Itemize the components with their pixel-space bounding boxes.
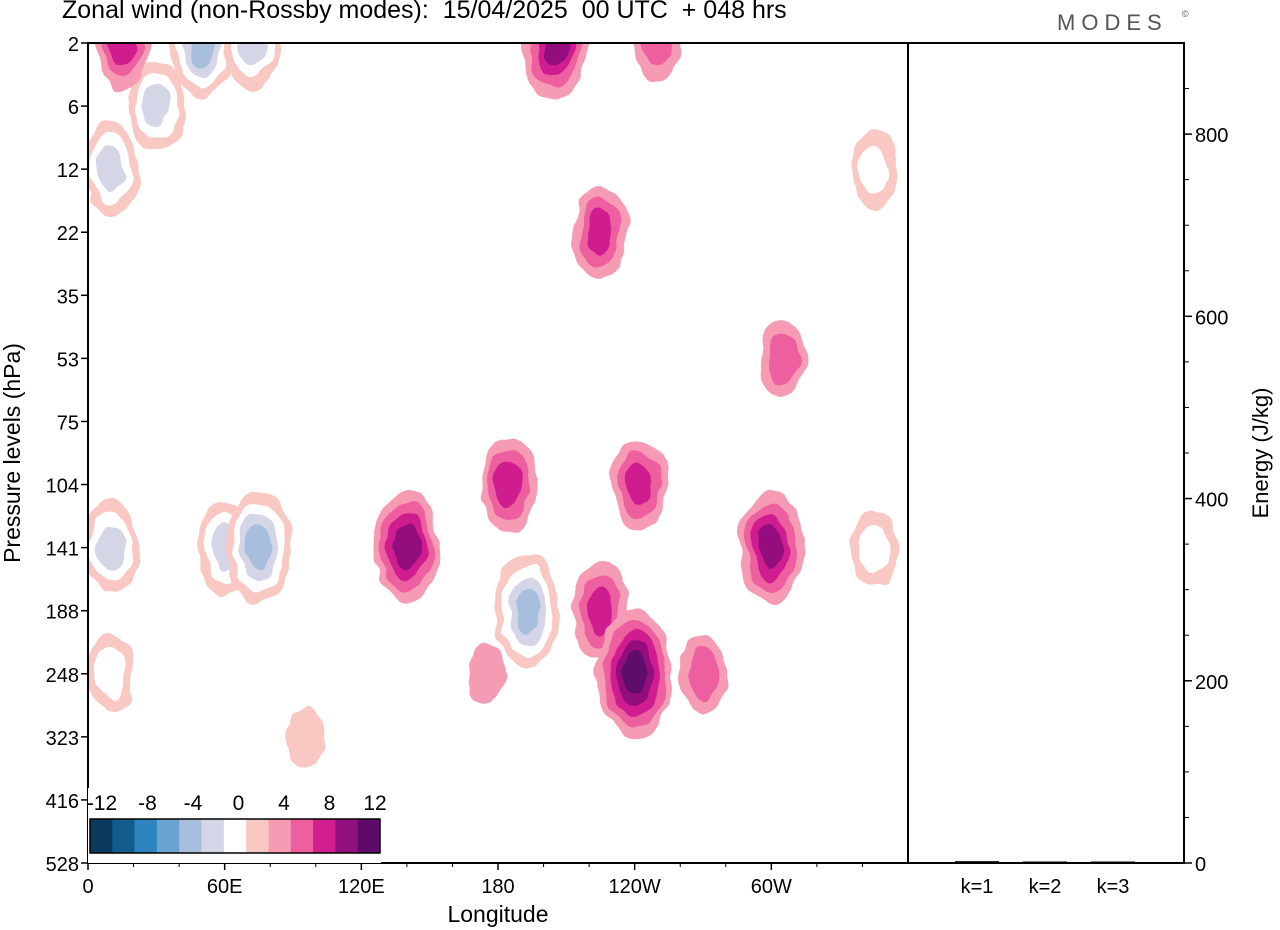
y-tick-label: 248 <box>46 665 79 687</box>
y-tick-label: 188 <box>46 602 79 624</box>
heatmap-contour <box>95 647 127 700</box>
energy-tick-label: 600 <box>1195 307 1228 329</box>
colorbar-frame <box>89 818 381 854</box>
y-tick-label: 12 <box>57 160 79 182</box>
energy-tick-label: 400 <box>1195 490 1228 512</box>
colorbar-swatch <box>156 819 180 853</box>
x-tick-label: 60W <box>751 876 792 898</box>
heatmap-contour <box>468 643 506 705</box>
y-tick-label: 53 <box>57 349 79 371</box>
x-tick-label: 60E <box>207 876 243 898</box>
colorbar-swatch <box>268 819 292 853</box>
heatmap-contour <box>541 43 568 66</box>
longitude-axis: 0 60E 120E 180 120W 60W <box>82 863 863 898</box>
colorbar-swatch <box>90 819 113 853</box>
energy-frame <box>907 42 1185 864</box>
colorbar-label: 0 <box>233 792 245 815</box>
energy-tick-label: 800 <box>1195 125 1228 147</box>
colorbar-swatch <box>179 819 203 853</box>
colorbar-swatch <box>201 819 225 853</box>
colorbar-label: 4 <box>278 792 290 815</box>
energy-bar <box>1023 861 1067 863</box>
x-tick-label: 0 <box>82 876 93 898</box>
colorbar-swatch <box>357 819 381 853</box>
y-tick-label: 416 <box>46 791 79 813</box>
y-tick-label: 6 <box>68 97 79 119</box>
heatmap-contours <box>88 43 898 768</box>
heatmap-contour <box>858 521 890 574</box>
energy-axis-label: Energy (J/kg) <box>1248 388 1273 519</box>
heatmap-contour <box>586 587 615 635</box>
colorbar: -12 -8 -4 0 4 8 12 <box>87 788 387 863</box>
heatmap-contour <box>393 525 420 570</box>
heatmap-contour <box>625 460 654 509</box>
heatmap-contour <box>622 652 648 696</box>
heatmap-contour <box>687 647 719 700</box>
colorbar-label: 8 <box>324 792 336 815</box>
y-tick-label: 323 <box>46 728 79 750</box>
heatmap-contour <box>495 460 524 509</box>
colorbar-labels: -12 -8 -4 0 4 8 12 <box>87 792 387 815</box>
colorbar-label: 12 <box>363 792 386 815</box>
heatmap-contour <box>142 82 171 130</box>
energy-panel: 0 200 400 600 800 k=1 k=2 k=3 Energy (J/kg) <box>907 42 1273 898</box>
energy-bars <box>955 861 1135 863</box>
x-tick-label: 120E <box>338 876 385 898</box>
heatmap-contour <box>238 43 266 67</box>
energy-bar <box>1091 861 1135 863</box>
y-tick-label: 35 <box>57 286 79 308</box>
heatmap-contour <box>858 143 890 196</box>
heatmap-contour <box>641 43 673 69</box>
heatmap-plot-area: 2 6 12 22 35 53 75 104 141 188 248 323 416 528 0 60E 12… <box>0 34 909 927</box>
colorbar-swatch <box>134 819 158 853</box>
heatmap-contour <box>767 332 799 385</box>
colorbar-swatch <box>112 819 136 853</box>
heatmap-contour <box>586 208 615 256</box>
x-tick-label: 120W <box>609 876 661 898</box>
energy-bar <box>955 861 999 863</box>
colorbar-swatch <box>223 819 247 853</box>
y-tick-label: 75 <box>57 412 79 434</box>
y-tick-label: 2 <box>68 34 79 56</box>
x-axis-label: Longitude <box>447 901 548 927</box>
chart-title: Zonal wind (non-Rossby modes): 15/04/202… <box>62 0 787 24</box>
y-tick-label: 528 <box>46 854 79 876</box>
x-tick-label: 180 <box>481 876 514 898</box>
energy-tick-label: 0 <box>1195 854 1206 876</box>
colorbar-label: -8 <box>138 792 157 815</box>
colorbar-label: -4 <box>184 792 203 815</box>
y-axis-label: Pressure levels (hPa) <box>0 343 25 563</box>
colorbar-swatch <box>313 819 336 853</box>
energy-category-label: k=3 <box>1097 876 1130 898</box>
colorbar-swatches <box>90 819 381 853</box>
heatmap-contour <box>96 145 125 193</box>
heatmap-contour <box>245 525 272 570</box>
pressure-axis: 2 6 12 22 35 53 75 104 141 188 248 323 416 528 <box>46 34 88 876</box>
energy-category-label: k=2 <box>1029 876 1062 898</box>
heatmap-contour <box>285 706 323 768</box>
heatmap-contour <box>96 524 125 572</box>
colorbar-swatch <box>246 819 269 853</box>
y-tick-label: 141 <box>46 539 79 561</box>
y-tick-label: 104 <box>46 476 79 498</box>
heatmap-contour <box>514 588 541 633</box>
colorbar-label: -12 <box>87 792 117 815</box>
heatmap-contour <box>108 43 137 67</box>
y-tick-label: 22 <box>57 223 79 245</box>
colorbar-swatch <box>335 819 359 853</box>
energy-tick-label: 200 <box>1195 672 1228 694</box>
energy-axis: 0 200 400 600 800 <box>1184 88 1228 876</box>
brand-copyright-mark: © <box>1182 9 1189 19</box>
energy-category-label: k=1 <box>961 876 994 898</box>
colorbar-swatch <box>290 819 314 853</box>
heatmap-contour <box>758 525 785 570</box>
heatmap-contour <box>188 43 215 66</box>
energy-categories: k=1 k=2 k=3 <box>961 876 1130 898</box>
brand-logo: MODES <box>1057 10 1168 35</box>
